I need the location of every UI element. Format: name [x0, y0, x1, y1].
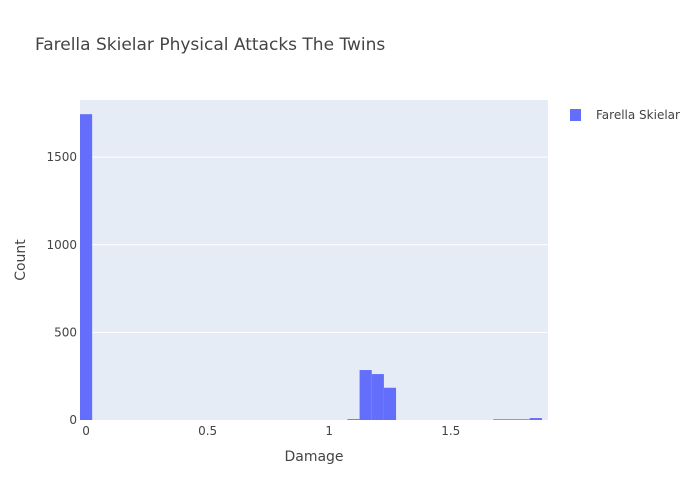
y-tick-label: 1500 [46, 150, 77, 164]
y-tick-label: 1000 [46, 238, 77, 252]
histogram-bar[interactable] [347, 419, 360, 420]
histogram-bar[interactable] [371, 374, 384, 420]
histogram-bar[interactable] [493, 419, 506, 420]
x-axis-ticks: 0 0.5 1 1.5 [82, 424, 460, 438]
histogram-bar[interactable] [359, 370, 372, 420]
legend-swatch[interactable] [570, 109, 581, 121]
x-axis-title: Damage [284, 449, 343, 465]
y-tick-label: 0 [69, 413, 77, 427]
x-tick-label: 1 [325, 424, 333, 438]
histogram-bar[interactable] [383, 387, 397, 420]
bars [80, 114, 542, 421]
x-tick-label: 0.5 [198, 424, 217, 438]
x-tick-label: 1.5 [441, 424, 460, 438]
legend-label[interactable]: Farella Skielar [596, 108, 680, 122]
y-axis-title: Count [13, 239, 29, 281]
gridlines [80, 156, 548, 333]
x-tick-label: 0 [82, 424, 90, 438]
histogram-bar[interactable] [80, 114, 93, 421]
chart-title: Farella Skielar Physical Attacks The Twi… [35, 35, 385, 55]
histogram-bar[interactable] [529, 418, 542, 420]
y-axis-ticks: 0 500 1000 1500 [46, 150, 77, 427]
y-tick-label: 500 [54, 325, 77, 339]
plot-background [80, 100, 548, 420]
histogram-bar[interactable] [505, 419, 518, 420]
legend[interactable]: Farella Skielar [570, 108, 680, 122]
histogram-bar[interactable] [517, 419, 530, 420]
